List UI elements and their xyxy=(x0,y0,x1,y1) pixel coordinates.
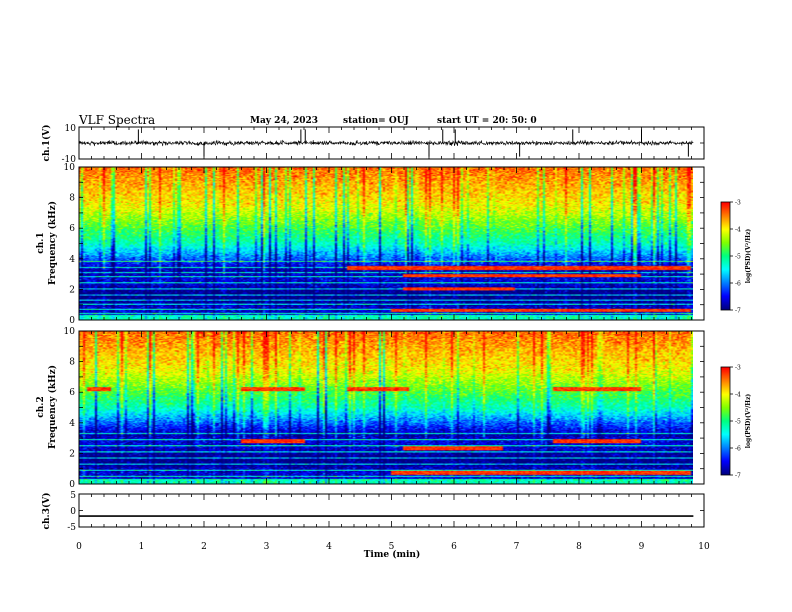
ch1-colorbar-ticks: -3 -4 -5 -6 -7 xyxy=(730,200,741,315)
frequency-tick-label: 8 xyxy=(69,358,75,368)
ch1-spectrogram-ytick-labels: 0 2 4 6 8 10 xyxy=(64,163,76,326)
frequency-tick-label: 0 xyxy=(69,316,75,326)
frequency-tick-label: 6 xyxy=(69,224,75,234)
ch3-waveform-panel: 5 0 -5 ch.3(V) xyxy=(41,491,705,533)
figure-title: VLF Spectra xyxy=(78,113,155,127)
x-tick-label: 6 xyxy=(451,542,457,552)
colorbar-tick-label: -3 xyxy=(735,365,741,372)
colorbar-tick-label: -6 xyxy=(735,281,741,288)
frequency-tick-label: 4 xyxy=(69,255,75,265)
ch2-spectrogram-ytick-labels: 0 2 4 6 8 10 xyxy=(64,327,76,490)
x-tick-label: 7 xyxy=(514,542,520,552)
x-tick-label: 4 xyxy=(326,542,332,552)
ch2-colorbar-gradient xyxy=(721,367,730,475)
ch3-ylabel: ch.3(V) xyxy=(41,493,52,530)
colorbar-tick-label: -6 xyxy=(735,446,741,453)
ch1-waveform-panel: 10 -10 ch.1(V) xyxy=(41,124,705,165)
ch1-spectrogram-ylabel-channel: ch.1 xyxy=(36,232,46,253)
ch2-spectrogram-panel: 0 2 4 6 8 10 ch.2 Frequency (kHz) xyxy=(36,327,705,490)
ch3-ytick-bottom: -5 xyxy=(67,523,76,533)
ch3-ytick-middle: 0 xyxy=(70,507,76,517)
ch2-spectrogram-ylabel-frequency: Frequency (kHz) xyxy=(47,365,58,449)
colorbar-tick-label: -4 xyxy=(735,392,741,399)
frequency-tick-label: 2 xyxy=(69,449,75,459)
ch2-colorbar-label: log(PSD)(V²/Hz) xyxy=(745,394,752,449)
ch1-spectrogram-panel: 0 2 4 6 8 10 ch.1 Frequency (kHz) xyxy=(36,163,705,326)
ch1-colorbar-label: log(PSD)(V²/Hz) xyxy=(745,229,752,284)
ch2-spectrogram-image xyxy=(79,331,693,484)
colorbar-tick-label: -7 xyxy=(735,473,741,480)
ch1-ticks xyxy=(78,126,705,160)
ch2-colorbar: -3 -4 -5 -6 -7 log(PSD)(V²/Hz) xyxy=(720,365,752,480)
x-tick-label: 2 xyxy=(201,542,207,552)
ch1-spectrogram-ylabel-frequency: Frequency (kHz) xyxy=(47,201,58,285)
ch1-waveform-line xyxy=(78,139,694,147)
frequency-tick-label: 10 xyxy=(64,327,76,337)
colorbar-tick-label: -4 xyxy=(735,227,741,234)
x-tick-label: 1 xyxy=(139,542,145,552)
x-tick-label: 3 xyxy=(264,542,270,552)
start-time-label: start UT = 20: 50: 0 xyxy=(437,116,537,126)
x-axis-tick-labels: 0 1 2 3 4 5 6 7 8 9 10 xyxy=(76,542,710,552)
ch1-colorbar-gradient xyxy=(721,202,730,310)
frequency-tick-label: 8 xyxy=(69,194,75,204)
x-tick-label: 9 xyxy=(639,542,645,552)
frequency-tick-label: 10 xyxy=(64,163,76,173)
ch2-spectrogram-ylabel-channel: ch.2 xyxy=(36,396,46,417)
ch3-ticks xyxy=(78,493,705,528)
frequency-tick-label: 4 xyxy=(69,419,75,429)
x-tick-label: 10 xyxy=(698,542,710,552)
frequency-tick-label: 6 xyxy=(69,388,75,398)
x-tick-label: 8 xyxy=(576,542,582,552)
colorbar-tick-label: -5 xyxy=(735,254,741,261)
ch1-ytick-top: 10 xyxy=(65,124,77,134)
ch2-spectrogram-ticks xyxy=(78,330,705,485)
x-tick-label: 5 xyxy=(389,542,395,552)
ch1-spectrogram-ticks xyxy=(78,166,705,321)
colorbar-tick-label: -7 xyxy=(735,308,741,315)
ch2-colorbar-ticks: -3 -4 -5 -6 -7 xyxy=(730,365,741,480)
x-axis-label: Time (min) xyxy=(364,549,421,560)
ch1-ytick-bottom: -10 xyxy=(62,155,77,165)
ch1-ylabel: ch.1(V) xyxy=(41,125,52,162)
ch1-colorbar: -3 -4 -5 -6 -7 log(PSD)(V²/Hz) xyxy=(720,200,752,315)
station-label: station= OUJ xyxy=(343,116,409,126)
ch3-ytick-top: 5 xyxy=(70,491,76,501)
frequency-tick-label: 0 xyxy=(69,480,75,490)
ch1-spectrogram-image xyxy=(79,167,693,320)
frequency-tick-label: 2 xyxy=(69,285,75,295)
colorbar-tick-label: -5 xyxy=(735,419,741,426)
date-label: May 24, 2023 xyxy=(250,116,318,126)
colorbar-tick-label: -3 xyxy=(735,200,741,207)
x-tick-label: 0 xyxy=(76,542,82,552)
